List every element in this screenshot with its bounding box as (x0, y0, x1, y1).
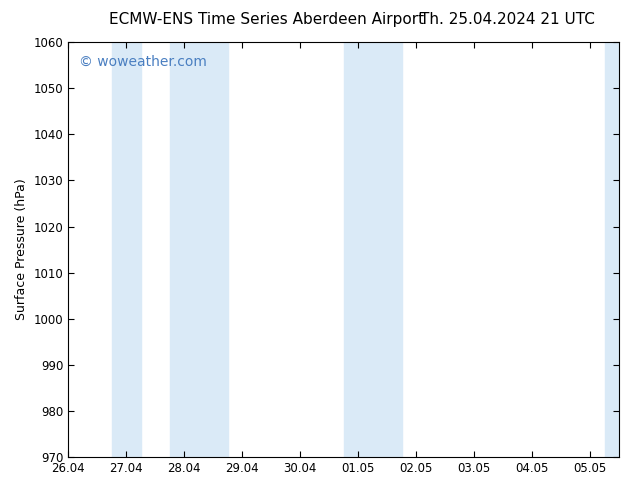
Bar (112, 42, 141, 457)
Text: ECMW-ENS Time Series Aberdeen Airport: ECMW-ENS Time Series Aberdeen Airport (108, 12, 424, 27)
Bar (170, 42, 228, 457)
Text: Th. 25.04.2024 21 UTC: Th. 25.04.2024 21 UTC (420, 12, 595, 27)
Bar (344, 42, 401, 457)
Bar (604, 42, 619, 457)
Y-axis label: Surface Pressure (hPa): Surface Pressure (hPa) (15, 179, 28, 320)
Text: © woweather.com: © woweather.com (79, 54, 207, 69)
